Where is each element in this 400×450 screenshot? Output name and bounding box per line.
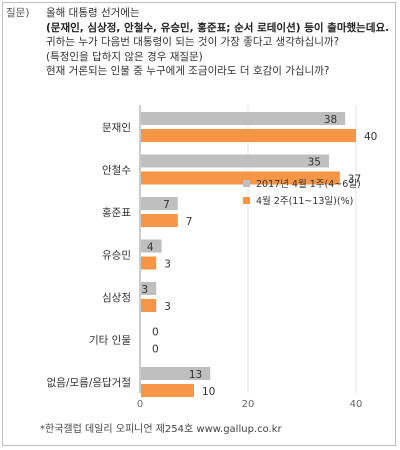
x-tick-label: 40	[350, 399, 363, 410]
data-label: 37	[348, 174, 361, 186]
category-label: 문재인	[102, 122, 131, 134]
data-label: 38	[324, 114, 337, 126]
data-label: 3	[164, 301, 171, 313]
data-label: 10	[202, 386, 215, 398]
data-label: 7	[163, 199, 170, 211]
category-label: 유승민	[102, 250, 131, 262]
bar-current	[141, 129, 356, 142]
bar-previous	[141, 197, 178, 210]
source-footer: *한국갤럽 데일리 오피니언 제254호 www.gallup.co.kr	[40, 424, 282, 435]
data-label: 40	[364, 131, 377, 143]
data-label: 0	[152, 327, 159, 339]
question-line-1: 올해 대통령 선거에는	[46, 7, 140, 19]
data-label: 13	[189, 369, 202, 381]
bar-previous	[141, 239, 162, 253]
x-tick-label: 20	[242, 399, 255, 410]
data-label: 4	[147, 242, 154, 254]
bar-current	[141, 214, 178, 227]
category-label: 심상정	[102, 292, 131, 304]
data-label: 35	[308, 157, 321, 169]
bar-previous	[141, 112, 346, 125]
data-label: 0	[152, 344, 159, 356]
category-label: 없음/모름/응답거절	[47, 376, 131, 389]
bar-current	[141, 299, 157, 312]
question-line-4: (특정인을 답하지 않은 경우 재질문)	[46, 50, 203, 63]
question-line-3: 귀하는 누가 다음번 대통령이 되는 것이 가장 좋다고 생각하십니까?	[46, 36, 340, 48]
bar-previous	[141, 367, 211, 380]
data-label: 3	[142, 284, 149, 296]
category-label: 기타 인물	[89, 335, 131, 347]
data-label: 7	[186, 216, 193, 228]
x-tick-label: 0	[137, 399, 143, 410]
legend-swatch	[243, 197, 250, 204]
category-label: 홍준표	[102, 206, 131, 219]
legend-label: 4월 2주(11~13일)(%)	[256, 195, 353, 207]
category-label: 안철수	[102, 165, 131, 177]
legend-label: 2017년 4월 1주(4~6일)	[256, 178, 361, 190]
legend-swatch	[243, 180, 250, 187]
question-line-2: (문재인, 심상정, 안철수, 유승민, 홍준표; 순서 로테이션) 등이 출마…	[46, 21, 390, 34]
data-label: 3	[164, 259, 171, 271]
question-label: 질문)	[6, 7, 30, 19]
bar-current	[141, 256, 157, 270]
question-line-5: 현재 거론되는 인물 중 누구에게 조금이라도 더 호감이 가십니까?	[46, 65, 330, 77]
bar-previous	[141, 282, 157, 295]
bar-current	[141, 171, 340, 185]
bar-current	[141, 384, 194, 397]
bar-previous	[141, 154, 329, 168]
